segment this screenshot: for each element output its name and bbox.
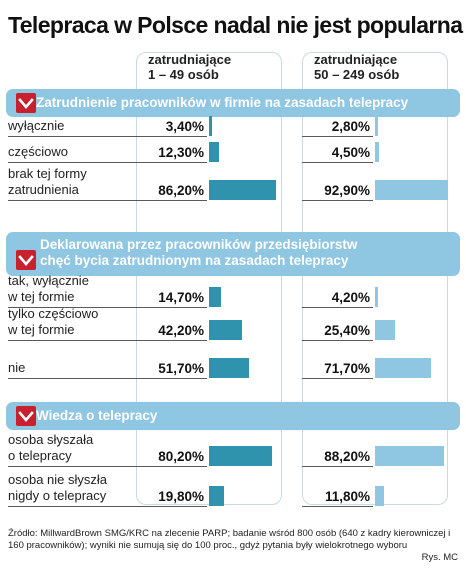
data-label: 51,70% <box>158 361 204 376</box>
row-rule <box>136 136 207 137</box>
chevron-down-icon <box>16 406 36 426</box>
bar <box>375 446 444 466</box>
data-label: 3,40% <box>165 119 204 134</box>
bar <box>375 180 448 200</box>
bar <box>209 116 212 136</box>
section-title: Wiedza o telepracy <box>36 408 158 423</box>
row-label: nie <box>8 360 26 375</box>
bar <box>375 142 379 162</box>
column-header-line2: 50 – 249 osób <box>314 67 400 82</box>
row-rule <box>136 340 207 341</box>
chevron-down-icon <box>16 93 36 113</box>
data-label: 42,20% <box>158 323 204 338</box>
row-rule <box>302 200 373 201</box>
row-rule <box>136 506 207 507</box>
row-rule <box>302 506 373 507</box>
data-label: 92,90% <box>324 183 370 198</box>
data-label: 4,20% <box>331 290 370 305</box>
row-rule <box>8 200 136 201</box>
bar <box>209 180 277 200</box>
row-rule <box>136 307 207 308</box>
credit: Rys. MC <box>421 552 458 563</box>
data-label: 80,20% <box>158 449 204 464</box>
data-label: 19,80% <box>158 489 204 504</box>
section-band: Wiedza o telepracy <box>6 402 460 430</box>
row-label: tylko częściowo w tej formie <box>8 306 99 337</box>
bar <box>375 287 379 307</box>
bar <box>209 287 221 307</box>
row-label: brak tej formy zatrudnienia <box>8 166 87 197</box>
data-label: 12,30% <box>158 145 204 160</box>
section-title: Zatrudnienie pracowników w firmie na zas… <box>36 95 409 110</box>
section-title: Deklarowana przez pracowników przedsiębi… <box>40 237 358 268</box>
bar <box>375 320 395 340</box>
column-header-line1: zatrudniające <box>314 52 398 67</box>
row-rule <box>302 307 373 308</box>
row-rule <box>8 340 136 341</box>
row-label: tak, wyłącznie w tej formie <box>8 273 89 304</box>
footnote: Źródło: MillwardBrown SMG/KRC na zleceni… <box>8 528 451 551</box>
row-rule <box>302 136 373 137</box>
column-header-line2: 1 – 49 osób <box>148 67 219 82</box>
row-rule <box>8 378 136 379</box>
column-header-1-49: zatrudniające 1 – 49 osób <box>136 52 282 82</box>
row-rule <box>8 136 136 137</box>
section-band: Zatrudnienie pracowników w firmie na zas… <box>6 89 460 117</box>
row-label: osoba słyszała o telepracy <box>8 432 94 463</box>
bar <box>375 486 385 506</box>
data-label: 14,70% <box>158 290 204 305</box>
data-label: 11,80% <box>324 489 370 504</box>
data-label: 71,70% <box>324 361 370 376</box>
chevron-down-icon <box>16 250 36 270</box>
bar <box>209 486 225 506</box>
column-header-50-249: zatrudniające 50 – 249 osób <box>302 52 448 82</box>
data-label: 4,50% <box>331 145 370 160</box>
row-rule <box>136 378 207 379</box>
data-label: 2,80% <box>331 119 370 134</box>
row-rule <box>136 162 207 163</box>
row-rule <box>302 162 373 163</box>
bar <box>209 320 242 340</box>
row-rule <box>8 506 136 507</box>
column-header-line1: zatrudniające <box>148 52 232 67</box>
bar <box>209 142 219 162</box>
bar <box>375 358 431 378</box>
row-label: osoba nie słyszła nigdy o telepracy <box>8 472 107 503</box>
row-rule <box>302 340 373 341</box>
bar <box>209 446 272 466</box>
row-rule <box>302 466 373 467</box>
row-label: częściowo <box>8 144 68 159</box>
row-rule <box>136 466 207 467</box>
section-band: Deklarowana przez pracowników przedsiębi… <box>6 232 460 276</box>
data-label: 88,20% <box>324 449 370 464</box>
bar <box>375 116 378 136</box>
row-rule <box>136 200 207 201</box>
data-label: 25,40% <box>324 323 370 338</box>
data-label: 86,20% <box>158 183 204 198</box>
row-rule <box>302 378 373 379</box>
bar <box>209 358 250 378</box>
row-label: wyłącznie <box>8 118 65 133</box>
row-rule <box>8 307 136 308</box>
row-rule <box>8 466 136 467</box>
row-rule <box>8 162 136 163</box>
page-title: Telepraca w Polsce nadal nie jest popula… <box>8 12 463 38</box>
